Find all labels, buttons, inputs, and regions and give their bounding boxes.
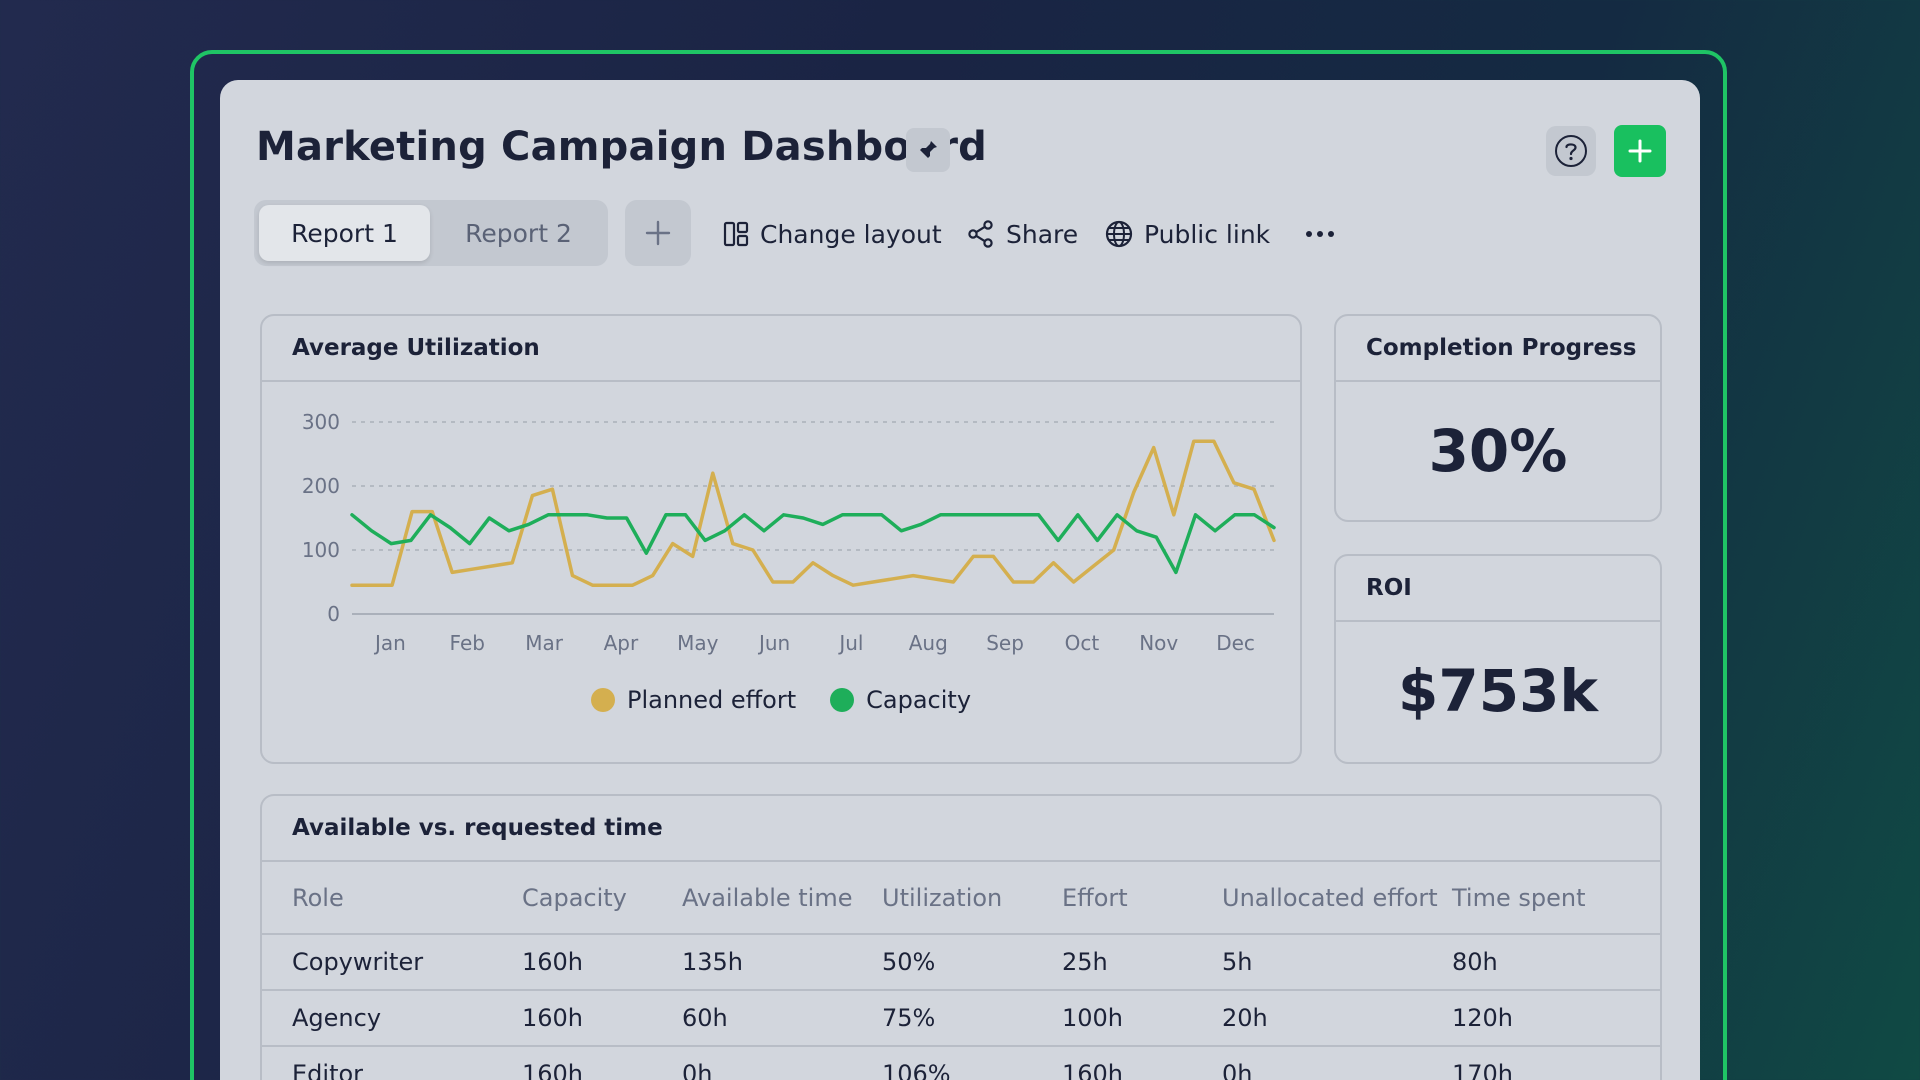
table-cell: Agency — [262, 990, 522, 1047]
table-cell: 25h — [1062, 934, 1222, 991]
table-row[interactable]: Copywriter 160h 135h 50% 25h 5h 80h — [262, 934, 1660, 991]
roi-card: ROI $753k — [1334, 554, 1662, 764]
column-header[interactable]: Utilization — [882, 862, 1062, 935]
table-cell: 80h — [1452, 934, 1660, 991]
x-tick-label: Sep — [986, 631, 1024, 655]
time-table: Role Capacity Available time Utilization… — [262, 862, 1660, 1080]
table-cell: 100h — [1062, 990, 1222, 1047]
x-tick-label: Oct — [1065, 631, 1100, 655]
table-cell: 160h — [522, 934, 682, 991]
completion-value: 30% — [1428, 417, 1568, 485]
x-tick-label: May — [677, 631, 719, 655]
x-tick-label: Jan — [373, 631, 406, 655]
roi-value: $753k — [1398, 657, 1598, 725]
column-header[interactable]: Available time — [682, 862, 882, 935]
add-widget-button[interactable] — [1614, 125, 1666, 177]
tab-report-1[interactable]: Report 1 — [259, 205, 430, 261]
series-line-capacity — [350, 513, 1276, 575]
page-title: Marketing Campaign Dashboard — [256, 124, 987, 170]
table-cell: 106% — [882, 1046, 1062, 1080]
y-tick-label: 0 — [327, 602, 340, 626]
x-tick-label: Feb — [450, 631, 485, 655]
y-tick-label: 100 — [302, 538, 340, 562]
change-layout-button[interactable]: Change layout — [722, 214, 942, 254]
utilization-chart: 0 100 200 300 Jan Feb Mar Apr May Jun Jul Aug Sep Oct… — [302, 410, 1276, 655]
app-frame — [190, 50, 1727, 1080]
more-icon — [1306, 231, 1334, 237]
x-tick-label: Nov — [1139, 631, 1178, 655]
help-icon — [1555, 135, 1587, 167]
report-tabs: Report 1 Report 2 — [254, 200, 608, 266]
x-tick-label: Mar — [525, 631, 564, 655]
legend-dot-capacity — [830, 688, 855, 712]
x-tick-label: Aug — [909, 631, 948, 655]
table-cell: Copywriter — [262, 934, 522, 991]
table-cell: 0h — [682, 1046, 882, 1080]
table-cell: 5h — [1222, 934, 1452, 991]
table-cell: 160h — [522, 1046, 682, 1080]
help-button[interactable] — [1546, 126, 1596, 176]
dashboard-panel: Marketing Campaign Dashboard Report 1 Re… — [220, 80, 1700, 1080]
change-layout-label: Change layout — [760, 219, 942, 249]
time-table-card: Available vs. requested time Role Capaci… — [260, 794, 1662, 1080]
share-label: Share — [1006, 219, 1079, 249]
legend-dot-planned — [590, 688, 615, 712]
share-button[interactable]: Share — [966, 214, 1078, 254]
chart-legend: Planned effort Capacity — [262, 686, 1300, 714]
legend-label-planned: Planned effort — [626, 686, 797, 714]
x-tick-label: Dec — [1216, 631, 1255, 655]
table-cell: 20h — [1222, 990, 1452, 1047]
globe-icon — [1105, 220, 1133, 248]
table-cell: 160h — [522, 990, 682, 1047]
public-link-button[interactable]: Public link — [1104, 214, 1270, 254]
plus-icon — [645, 220, 671, 246]
series-line-planned-effort — [350, 439, 1276, 587]
table-cell: 160h — [1062, 1046, 1222, 1080]
completion-card: Completion Progress 30% — [1334, 314, 1662, 522]
pin-icon — [919, 141, 937, 159]
table-cell: 50% — [882, 934, 1062, 991]
column-header[interactable]: Unallocated effort — [1222, 862, 1452, 935]
more-options-button[interactable] — [1304, 214, 1336, 254]
y-tick-label: 200 — [302, 474, 340, 498]
public-link-label: Public link — [1144, 219, 1271, 249]
table-row[interactable]: Agency 160h 60h 75% 100h 20h 120h — [262, 990, 1660, 1047]
table-title: Available vs. requested time — [262, 796, 1660, 862]
tab-report-2[interactable]: Report 2 — [465, 218, 572, 248]
x-tick-label: Jun — [757, 631, 790, 655]
utilization-title: Average Utilization — [262, 316, 1300, 382]
completion-title: Completion Progress — [1336, 316, 1660, 382]
x-tick-label: Jul — [837, 631, 863, 655]
table-cell: 60h — [682, 990, 882, 1047]
legend-item-capacity: Capacity — [830, 686, 971, 714]
table-header-row: Role Capacity Available time Utilization… — [262, 862, 1660, 935]
share-icon — [968, 220, 993, 248]
roi-title: ROI — [1336, 556, 1660, 622]
column-header[interactable]: Time spent — [1452, 862, 1660, 935]
table-cell: 135h — [682, 934, 882, 991]
column-header[interactable]: Effort — [1062, 862, 1222, 935]
table-cell: 75% — [882, 990, 1062, 1047]
table-row[interactable]: Editor 160h 0h 106% 160h 0h 170h — [262, 1046, 1660, 1080]
add-report-button[interactable] — [625, 200, 691, 266]
pin-button[interactable] — [906, 128, 950, 172]
layout-icon — [723, 221, 749, 247]
table-cell: 170h — [1452, 1046, 1660, 1080]
legend-item-planned: Planned effort — [590, 686, 797, 714]
plus-icon — [1628, 139, 1652, 163]
utilization-card: Average Utilization 0 100 200 300 Jan Feb Mar A… — [260, 314, 1302, 764]
x-tick-label: Apr — [604, 631, 639, 655]
table-cell: 120h — [1452, 990, 1660, 1047]
table-cell: 0h — [1222, 1046, 1452, 1080]
table-cell: Editor — [262, 1046, 522, 1080]
column-header[interactable]: Role — [262, 862, 522, 935]
legend-label-capacity: Capacity — [866, 686, 972, 714]
column-header[interactable]: Capacity — [522, 862, 682, 935]
y-tick-label: 300 — [302, 410, 340, 434]
